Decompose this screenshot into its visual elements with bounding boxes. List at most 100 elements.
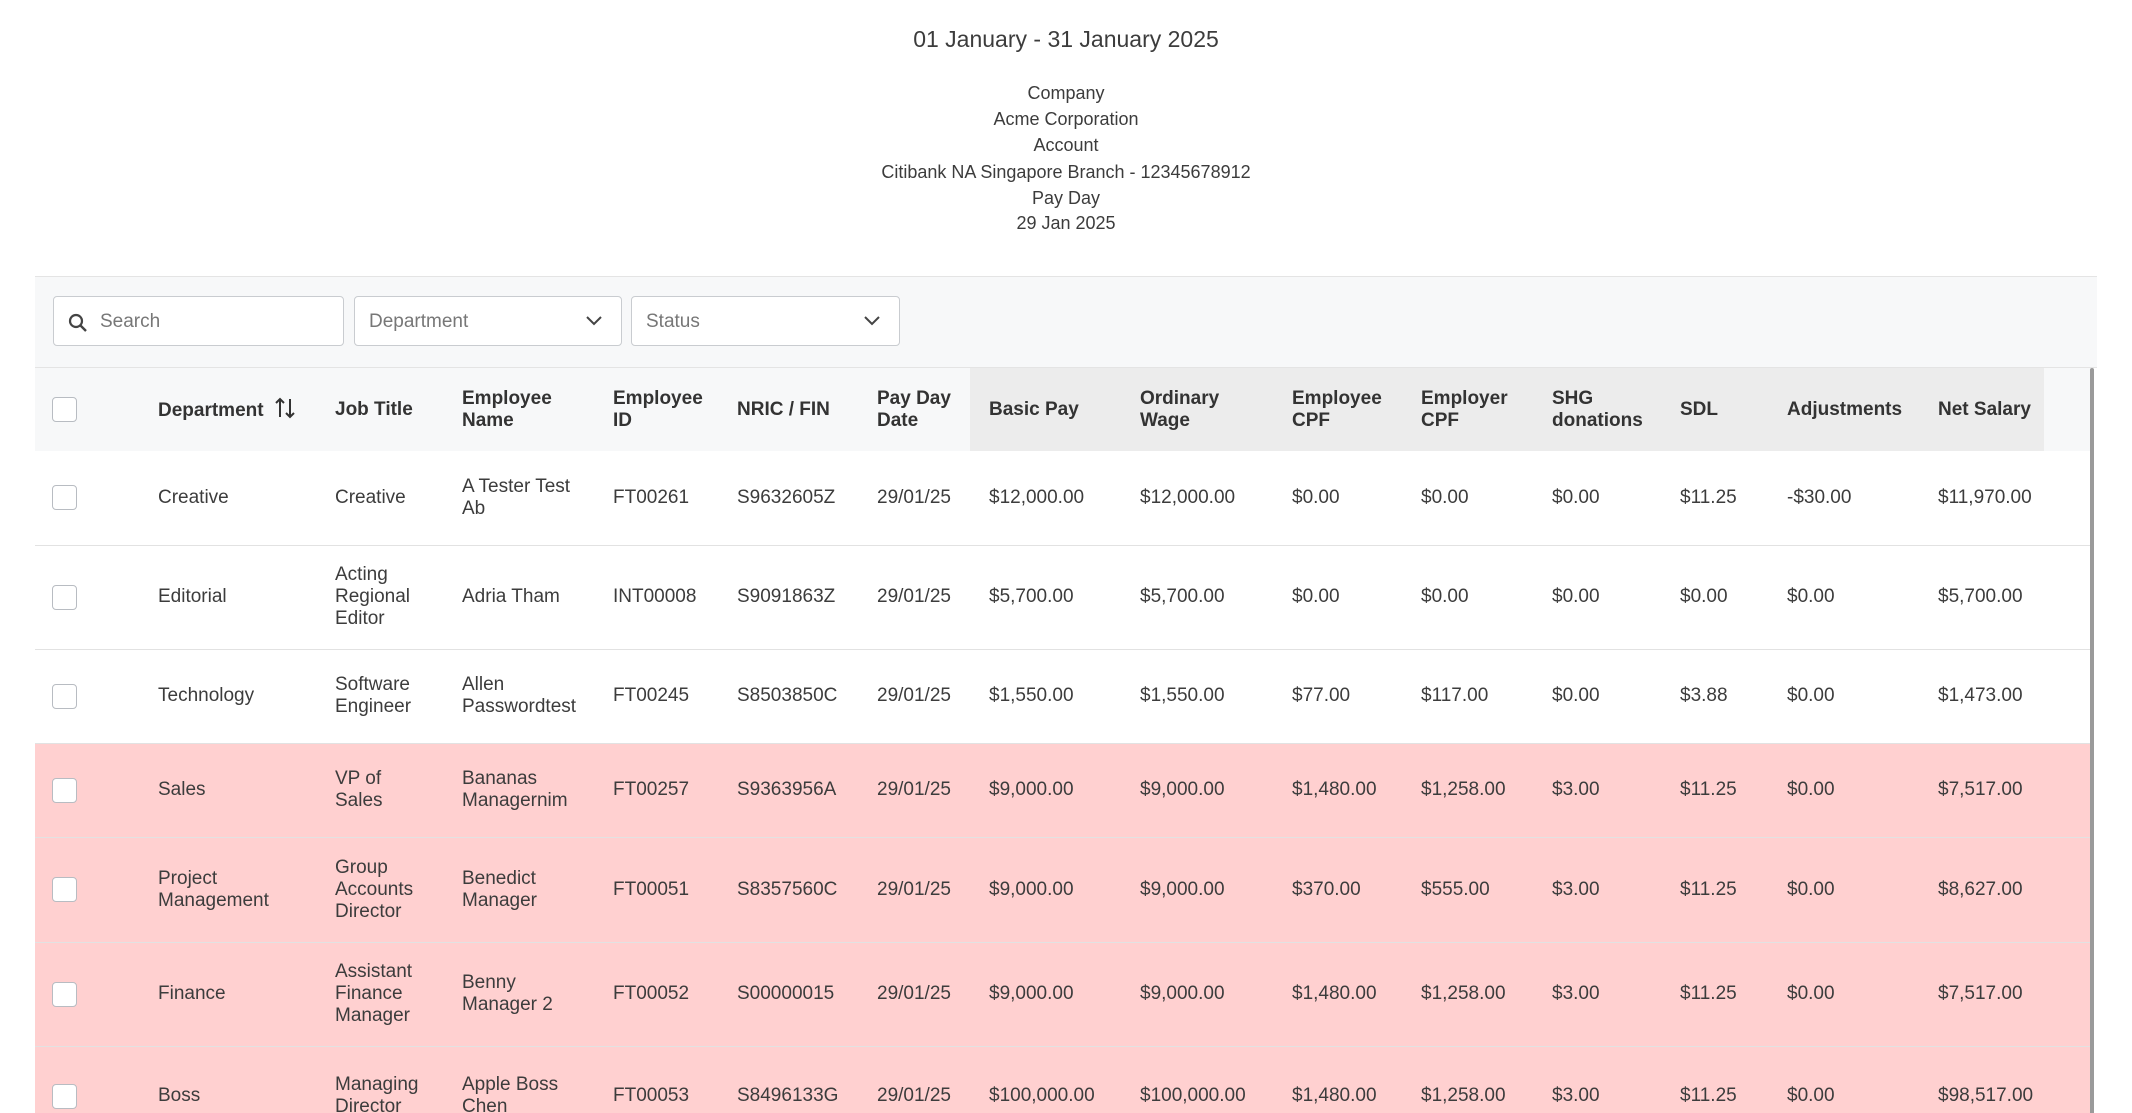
table-cell: $1,473.00: [1919, 649, 2044, 744]
table-cell: Bananas Managernim: [443, 743, 594, 838]
table-cell: $5,700.00: [1919, 545, 2044, 650]
table-cell: Creative: [316, 451, 443, 546]
scrollbar[interactable]: [2090, 368, 2094, 1113]
table-cell: Assistant Finance Manager: [316, 942, 443, 1047]
table-cell: $1,550.00: [970, 649, 1121, 744]
table-cell: Benedict Manager: [443, 837, 594, 943]
column-header: Job Title: [316, 368, 443, 451]
table-cell: $9,000.00: [1121, 743, 1273, 838]
table-cell: Software Engineer: [316, 649, 443, 744]
column-header[interactable]: Department: [139, 368, 316, 451]
column-header-label: Employer CPF: [1421, 387, 1508, 431]
table-row: Technology Software Engineer Allen Passwor…: [35, 649, 2094, 744]
table-cell: $11.25: [1661, 837, 1768, 943]
table-cell: 29/01/25: [858, 1046, 970, 1113]
table-cell: S9091863Z: [718, 545, 858, 650]
column-header: Employee Name: [443, 368, 594, 451]
table-cell: $100,000.00: [1121, 1046, 1273, 1113]
table-cell: S8496133G: [718, 1046, 858, 1113]
header-detail: Acme Corporation: [993, 109, 1139, 129]
column-header: NRIC / FIN: [718, 368, 858, 451]
table-cell: Boss: [139, 1046, 316, 1113]
table-cell: $0.00: [1273, 545, 1402, 650]
column-header: Net Salary: [1919, 368, 2044, 451]
table-row: Finance Assistant Finance Manager Benny Ma…: [35, 942, 2094, 1047]
column-header: Employee ID: [594, 368, 718, 451]
table-cell: Allen Passwordtest: [443, 649, 594, 744]
table-cell: S00000015: [718, 942, 858, 1047]
table-cell: $100,000.00: [970, 1046, 1121, 1113]
table-cell: $0.00: [1533, 451, 1661, 546]
status-filter[interactable]: Status: [631, 296, 900, 346]
row-select-cell: [35, 649, 139, 744]
table-cell: Acting Regional Editor: [316, 545, 443, 650]
department-filter[interactable]: Department: [354, 296, 622, 346]
table-cell: $98,517.00: [1919, 1046, 2044, 1113]
table-cell: $7,517.00: [1919, 942, 2044, 1047]
table-cell: $1,258.00: [1402, 942, 1533, 1047]
header-detail: Pay Day: [1031, 188, 1101, 208]
column-header: Adjustments: [1768, 368, 1919, 451]
table-cell: S9363956A: [718, 743, 858, 838]
table-cell: S9632605Z: [718, 451, 858, 546]
table-cell: $0.00: [1768, 649, 1919, 744]
row-checkbox[interactable]: [52, 584, 77, 610]
table-cell: 29/01/25: [858, 649, 970, 744]
column-header: Ordinary Wage: [1121, 368, 1273, 451]
table-cell: $12,000.00: [970, 451, 1121, 546]
column-header-label: NRIC / FIN: [737, 398, 830, 420]
table-cell: 29/01/25: [858, 451, 970, 546]
column-header-label: Adjustments: [1787, 398, 1903, 420]
table-cell: Creative: [139, 451, 316, 546]
sort-icon[interactable]: [274, 397, 296, 419]
row-checkbox[interactable]: [52, 981, 77, 1007]
overflow-cell: [2044, 451, 2094, 546]
column-header-label: Basic Pay: [989, 398, 1079, 420]
table-cell: -$30.00: [1768, 451, 1919, 546]
table-cell: Apple Boss Chen: [443, 1046, 594, 1113]
table-cell: $3.00: [1533, 942, 1661, 1047]
table-cell: $370.00: [1273, 837, 1402, 943]
select-all-checkbox[interactable]: [52, 397, 77, 422]
overflow-cell: [2044, 1046, 2094, 1113]
table-cell: $9,000.00: [970, 942, 1121, 1047]
table-cell: Project Management: [139, 837, 316, 943]
column-header: Employer CPF: [1402, 368, 1533, 451]
row-checkbox[interactable]: [52, 683, 77, 709]
column-header: SDL: [1661, 368, 1768, 451]
table-cell: 29/01/25: [858, 942, 970, 1047]
table-cell: $3.00: [1533, 1046, 1661, 1113]
payroll-table: Department Job Title Employee Name Employee…: [35, 368, 2094, 1113]
row-select-cell: [35, 942, 139, 1047]
column-header-label: Employee ID: [613, 387, 703, 431]
table-cell: $1,480.00: [1273, 743, 1402, 838]
column-header: SHG donations: [1533, 368, 1661, 451]
table-cell: $9,000.00: [970, 743, 1121, 838]
table-cell: $5,700.00: [1121, 545, 1273, 650]
header-detail: 29 Jan 2025: [1016, 213, 1116, 233]
filter-bar: Search Department Status: [35, 277, 2097, 368]
table-cell: $77.00: [1273, 649, 1402, 744]
table-row: Creative Creative A Tester Test Ab FT00261 S…: [35, 451, 2094, 546]
row-checkbox[interactable]: [52, 485, 77, 511]
table-cell: $11.25: [1661, 451, 1768, 546]
table-cell: $1,550.00: [1121, 649, 1273, 744]
table-cell: $0.00: [1533, 545, 1661, 650]
column-header: Basic Pay: [970, 368, 1121, 451]
table-cell: $0.00: [1273, 451, 1402, 546]
header-detail: Company: [1027, 83, 1105, 103]
row-checkbox[interactable]: [52, 1083, 77, 1109]
table-cell: FT00245: [594, 649, 718, 744]
column-header: Pay Day Date: [858, 368, 970, 451]
table-cell: $12,000.00: [1121, 451, 1273, 546]
table-cell: S8503850C: [718, 649, 858, 744]
status-label: Status: [646, 311, 700, 332]
search-box[interactable]: Search: [53, 296, 344, 346]
table-cell: Technology: [139, 649, 316, 744]
row-select-cell: [35, 451, 139, 546]
row-checkbox[interactable]: [52, 877, 77, 902]
table-cell: Adria Tham: [443, 545, 594, 650]
row-checkbox[interactable]: [52, 777, 77, 803]
table-cell: 29/01/25: [858, 743, 970, 838]
